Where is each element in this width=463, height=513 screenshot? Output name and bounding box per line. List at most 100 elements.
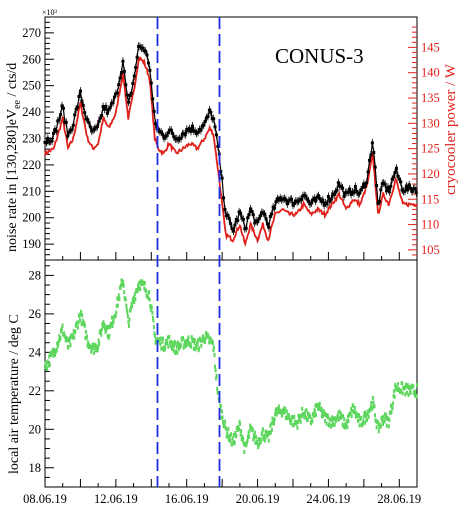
temperature-point (328, 422, 331, 427)
noise-rate-point (355, 190, 359, 194)
noise-rate-point (392, 175, 396, 179)
temperature-point (299, 415, 302, 420)
temperature-point (185, 338, 188, 343)
temperature-point (283, 406, 286, 411)
temperature-point (250, 425, 253, 430)
temperature-point (320, 414, 323, 419)
temperature-point (342, 424, 345, 429)
temperature-point (55, 348, 58, 353)
temperature-point (343, 422, 346, 427)
noise-rate-point (318, 197, 322, 201)
temperature-point (65, 336, 68, 341)
temperature-point (281, 408, 284, 413)
noise-rate-point (149, 81, 153, 85)
temperature-point (98, 341, 101, 346)
top-y2-ticks: 105 110 115 120 125 130 135 140 145 (408, 26, 440, 257)
temperature-point (290, 417, 293, 422)
temperature-point (271, 416, 274, 421)
temperature-point (149, 303, 152, 308)
temperature-point (46, 367, 49, 372)
temperature-point (91, 346, 94, 351)
temperature-point (415, 394, 418, 399)
temperature-point (174, 341, 177, 346)
temperature-point (57, 342, 60, 347)
noise-rate-point (54, 129, 58, 133)
temperature-point (337, 417, 340, 422)
noise-rate-point (407, 183, 411, 187)
temperature-point (225, 434, 228, 439)
temperature-point (192, 337, 195, 342)
temperature-point (384, 412, 387, 417)
temperature-point (121, 282, 124, 287)
temperature-point (143, 286, 146, 291)
temperature-point (352, 403, 355, 408)
temperature-point (262, 435, 265, 440)
temperature-point (325, 421, 328, 426)
temperature-point (282, 410, 285, 415)
noise-rate-point (267, 225, 271, 229)
temperature-point (137, 285, 140, 290)
temperature-point (239, 432, 242, 437)
temperature-point (186, 338, 189, 343)
noise-rate-point (307, 199, 311, 203)
noise-rate-point (233, 223, 237, 227)
temperature-point (377, 421, 380, 426)
noise-rate-point (86, 118, 90, 122)
temperature-point (225, 426, 228, 431)
temperature-point (119, 283, 122, 288)
noise-rate-point (231, 229, 235, 233)
noise-rate-point (349, 192, 353, 196)
temperature-point (405, 390, 408, 395)
temperature-point (382, 414, 385, 419)
noise-rate-point (385, 189, 389, 193)
temperature-point (350, 406, 353, 411)
temperature-point (342, 413, 345, 418)
temperature-point (212, 348, 215, 353)
temperature-point (94, 343, 97, 348)
temperature-point (252, 437, 255, 442)
temperature-point (215, 373, 218, 378)
noise-rate-point (98, 116, 102, 120)
top-y2-tick-label: 145 (421, 40, 440, 54)
temperature-point (306, 418, 309, 423)
temperature-point (143, 281, 146, 286)
temperature-point (148, 290, 151, 295)
temperature-points (44, 278, 418, 454)
temperature-point (204, 336, 207, 341)
temperature-point (174, 351, 177, 356)
noise-rate-point (250, 209, 254, 213)
noise-rate-point (377, 200, 381, 204)
temperature-point (364, 413, 367, 418)
temperature-point (81, 313, 84, 318)
noise-rate-point (285, 202, 289, 206)
temperature-point (416, 383, 418, 388)
temperature-point (96, 348, 99, 353)
temperature-point (154, 340, 157, 345)
noise-rate-point (329, 197, 333, 201)
temperature-point (152, 325, 155, 330)
noise-rate-point (64, 120, 68, 124)
top-y2-tick-label: 135 (421, 91, 440, 105)
noise-rate-point (60, 104, 64, 108)
noise-rate-point (277, 198, 281, 202)
noise-rate-point (78, 89, 82, 93)
noise-rate-point (67, 130, 71, 134)
temperature-point (295, 420, 298, 425)
temperature-point (124, 297, 127, 302)
temperature-point (223, 423, 226, 428)
noise-rate-point (263, 212, 267, 216)
noise-rate-point (379, 188, 383, 192)
temperature-point (102, 320, 105, 325)
noise-rate-point (223, 208, 227, 212)
noise-rate-point (87, 121, 91, 125)
top-y2-tick-label: 105 (421, 243, 440, 257)
temperature-point (362, 414, 365, 419)
temperature-point (214, 364, 217, 369)
temperature-point (333, 423, 336, 428)
temperature-point (400, 389, 403, 394)
noise-rate-point (339, 184, 343, 188)
temperature-point (47, 363, 50, 368)
temperature-point (260, 437, 263, 442)
temperature-point (68, 339, 71, 344)
temperature-point (164, 341, 167, 346)
